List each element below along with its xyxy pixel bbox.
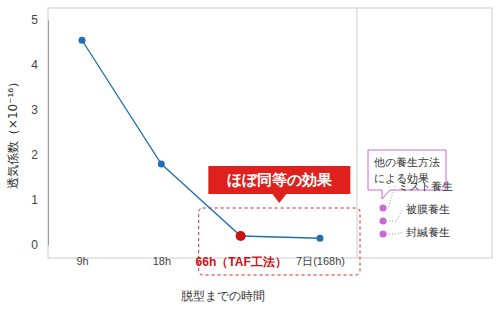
y-axis-title: 透気係数（×10⁻¹⁶） [6, 76, 20, 189]
side-note-leader [386, 232, 403, 234]
annotation-label: ほぼ同等の効果 [227, 171, 333, 189]
side-note-dot [380, 205, 387, 212]
x-tick-label: 7日(168h) [296, 255, 345, 267]
y-axis-line [48, 21, 49, 246]
x-tick-label: 9h [76, 255, 88, 267]
plot-area [79, 37, 324, 242]
y-tick: 1 [31, 193, 48, 207]
y-tick-label: 4 [31, 58, 38, 72]
side-note-dot [380, 231, 387, 238]
annotation-label-bg [208, 166, 350, 194]
y-axis: 0 1 2 3 4 5 [31, 13, 48, 252]
plot-frame [48, 8, 492, 258]
y-tick-label: 2 [31, 148, 38, 162]
x-tick-label: 18h [153, 255, 171, 267]
side-note-leader [386, 209, 403, 221]
x-tick: 9h [76, 245, 88, 267]
chart: 0 1 2 3 4 5 9h 18h 66h（TAF工法） 7日(168h) 透気係数（×10⁻¹⁶… [0, 0, 500, 320]
data-point [158, 161, 165, 168]
y-tick-label: 3 [31, 103, 38, 117]
x-tick: 66h（TAF工法） [196, 245, 287, 269]
side-note-item: 被膜養生 [406, 203, 450, 216]
data-line [82, 40, 320, 238]
side-note-item: ミスト養生 [398, 180, 453, 193]
side-note-leader [386, 186, 395, 208]
data-point [236, 231, 246, 241]
panel-separator [357, 8, 358, 258]
x-axis-title: 脱型までの時間 [181, 289, 265, 303]
side-note-title: 他の養生方法 [374, 156, 440, 169]
y-tick: 2 [31, 148, 48, 162]
data-point [317, 235, 324, 242]
y-tick-label: 5 [31, 13, 38, 27]
y-tick: 3 [31, 103, 48, 117]
y-tick: 4 [31, 58, 48, 72]
x-axis-line [83, 245, 321, 246]
x-tick: 7日(168h) [296, 245, 345, 267]
y-tick: 0 [31, 238, 48, 252]
y-tick: 5 [31, 13, 48, 27]
x-tick: 18h [153, 245, 171, 267]
x-axis: 9h 18h 66h（TAF工法） 7日(168h) [76, 245, 345, 269]
annotation-pointer [272, 194, 286, 203]
y-tick-label: 1 [31, 193, 38, 207]
x-tick-label: 66h（TAF工法） [196, 255, 287, 269]
data-point [79, 37, 86, 44]
side-note-item: 封緘養生 [406, 226, 450, 239]
annotation-box [199, 208, 360, 275]
y-tick-label: 0 [31, 238, 38, 252]
side-note-dot [380, 218, 387, 225]
